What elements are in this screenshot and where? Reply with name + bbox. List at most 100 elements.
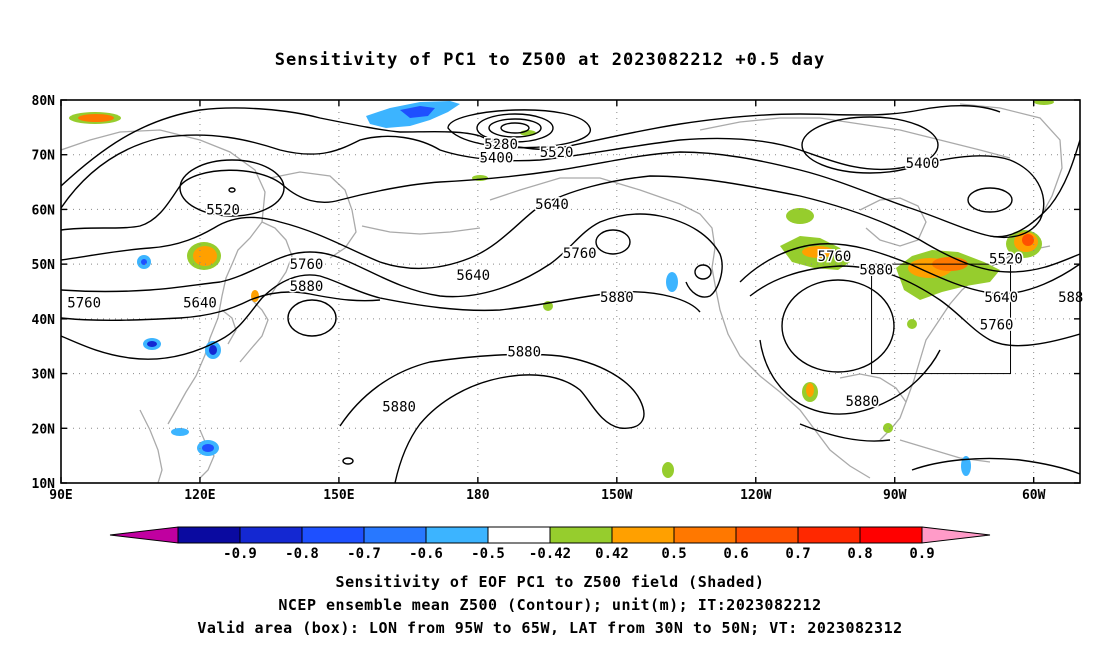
- shade-negative: [202, 444, 214, 452]
- shade-negative: [171, 428, 189, 436]
- colorbar-label: 0.7: [785, 546, 810, 562]
- contour-label: 5760: [563, 246, 597, 262]
- shade-positive: [1034, 100, 1054, 105]
- colorbar-swatch: [363, 526, 427, 544]
- contour-5880e: [799, 423, 891, 442]
- contour-low-5400: [447, 109, 591, 149]
- contour-high-5880: [287, 299, 337, 337]
- coast-alaska: [489, 177, 716, 269]
- colorbar-swatch: [673, 526, 737, 544]
- contour-low-5520: [228, 187, 236, 193]
- colorbar-label: 0.8: [847, 546, 872, 562]
- coast-aleutians: [361, 225, 481, 235]
- contour-label: 5880: [290, 279, 324, 295]
- contour-low-5280: [500, 122, 530, 134]
- lat-tick-label: 80N: [32, 94, 56, 109]
- contour-label: 588: [1058, 290, 1083, 306]
- coast-okhotsk: [269, 171, 357, 259]
- contour-label: 5520: [989, 252, 1023, 268]
- contour-label: 5760: [67, 295, 101, 311]
- contour-5880c: [339, 353, 645, 483]
- contour-label: 5400: [480, 150, 514, 166]
- coast-japan: [239, 299, 269, 363]
- footer-line-2: NCEP ensemble mean Z500 (Contour); unit(…: [278, 596, 822, 614]
- contour-label: 5640: [456, 268, 490, 284]
- contour-5520: [61, 139, 1080, 238]
- coast-west-na: [711, 267, 871, 479]
- colorbar-swatch: [301, 526, 365, 544]
- contour-low-5520: [179, 159, 285, 217]
- coast-korea: [221, 309, 237, 345]
- shade-positive: [806, 383, 814, 397]
- contour-label: 5880: [845, 394, 879, 410]
- contour-low-5280: [488, 118, 542, 138]
- colorbar-swatch: [239, 526, 303, 544]
- shade-negative: [209, 345, 217, 355]
- contour-label: 5280: [484, 137, 518, 153]
- colorbar-label: 0.42: [595, 546, 629, 562]
- lon-tick-label: 120W: [740, 488, 771, 503]
- contour-high-5920: [342, 457, 354, 465]
- lon-tick-label: 90E: [49, 488, 72, 503]
- colorbar-swatch: [735, 526, 799, 544]
- shade-positive: [1022, 234, 1034, 246]
- contour-high-5760: [595, 229, 631, 255]
- contour-label: 5880: [507, 345, 541, 361]
- colorbar-end-low: [109, 526, 179, 544]
- colorbar-swatch: [797, 526, 861, 544]
- contour-5280: [61, 105, 1001, 187]
- colorbar-label: -0.8: [285, 546, 319, 562]
- contour-label: 5880: [382, 399, 416, 415]
- shade-positive: [662, 462, 674, 478]
- contour-5880d: [759, 339, 941, 415]
- contour-label: 5760: [290, 257, 324, 273]
- lat-tick-label: 10N: [32, 477, 56, 492]
- lon-tick-label: 180: [466, 488, 490, 503]
- contour-label: 5640: [535, 197, 569, 213]
- shade-positive: [883, 423, 893, 433]
- shade-negative: [666, 272, 678, 292]
- coast-hudson: [859, 197, 927, 247]
- contour-high-5920: [781, 279, 895, 373]
- contour-label: 5640: [984, 290, 1018, 306]
- map-axes: 90E 120E 150E 180 150W 120W 90W 60W 10N 20N 30N 40N…: [32, 94, 1080, 503]
- coast-greenland: [959, 103, 1063, 219]
- plot-frame: [60, 99, 1081, 484]
- shade-positive: [907, 319, 917, 329]
- shade-positive: [193, 246, 217, 266]
- contour-low-5280: [476, 113, 554, 143]
- lat-tick-label: 20N: [32, 422, 56, 437]
- colorbar-label: -0.6: [409, 546, 443, 562]
- colorbar-label: -0.9: [223, 546, 257, 562]
- valid-area-box: [871, 263, 1012, 375]
- colorbar-end-high: [921, 526, 991, 544]
- contour-label: 5880: [600, 290, 634, 306]
- contour-low-5760: [694, 264, 712, 280]
- colorbar-label: 0.6: [723, 546, 748, 562]
- colorbar-swatch: [549, 526, 613, 544]
- coast-asia: [61, 129, 266, 425]
- lat-tick-label: 70N: [32, 149, 56, 164]
- colorbar-swatch: [611, 526, 675, 544]
- coast-philippines: [199, 429, 215, 479]
- map-title: Sensitivity of PC1 to Z500 at 2023082212…: [274, 50, 826, 70]
- lat-tick-label: 60N: [32, 203, 56, 218]
- lon-tick-label: 150W: [601, 488, 632, 503]
- shade-negative: [147, 341, 157, 347]
- contour-label: 5760: [980, 317, 1014, 333]
- coast-indochina: [139, 409, 163, 483]
- lon-tick-label: 120E: [184, 488, 215, 503]
- colorbar-label: -0.7: [347, 546, 381, 562]
- contour-5400: [61, 134, 1045, 239]
- colorbar-label: 0.9: [909, 546, 934, 562]
- lon-tick-label: 150E: [323, 488, 354, 503]
- lat-tick-label: 40N: [32, 313, 56, 328]
- colorbar-swatch: [177, 526, 241, 544]
- contour-5880f: [911, 457, 1080, 475]
- contour-label: 5520: [540, 145, 574, 161]
- colorbar-swatch: [859, 526, 923, 544]
- coast-arctic: [699, 117, 1011, 159]
- colorbar: -0.9 -0.8 -0.7 -0.6 -0.5 -0.42 0.42 0.5 0.6 0.7 0.…: [109, 526, 991, 562]
- contour-low-5400: [967, 187, 1013, 213]
